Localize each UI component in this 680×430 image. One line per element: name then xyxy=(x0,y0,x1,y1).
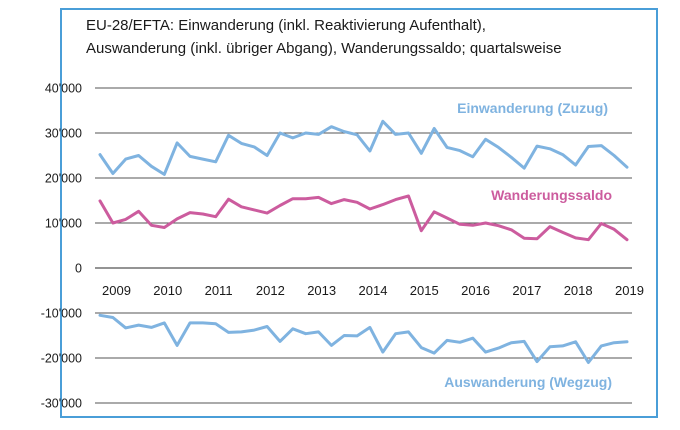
y-tick-label: 40'000 xyxy=(45,82,82,96)
y-tick-label: -10'000 xyxy=(41,307,82,321)
y-tick-label: 10'000 xyxy=(45,217,82,231)
y-axis-tick-labels: 40'000 30'000 20'000 10'000 0 -10'000 -20'000 -… xyxy=(41,82,82,411)
y-tick-label: -20'000 xyxy=(41,352,82,366)
series-label: Wanderungssaldo xyxy=(491,187,612,203)
series-line-einwanderung-zuzug xyxy=(98,119,629,176)
series-label: Auswanderung (Wegzug) xyxy=(444,374,612,390)
x-tick-label: 2016 xyxy=(461,283,490,298)
gridlines xyxy=(95,87,632,404)
chart-title-line-1: EU-28/EFTA: Einwanderung (inkl. Reaktivi… xyxy=(86,17,486,34)
chart-title-line-2: Auswanderung (inkl. übriger Abgang), Wan… xyxy=(86,40,562,57)
x-tick-label: 2010 xyxy=(153,283,182,298)
x-tick-label: 2019 xyxy=(615,283,644,298)
series-line-auswanderung-wegzug xyxy=(98,313,629,364)
x-tick-label: 2012 xyxy=(256,283,285,298)
y-tick-label: -30'000 xyxy=(41,397,82,411)
series-labels: Einwanderung (Zuzug) Wanderungssaldo Auswa… xyxy=(444,100,612,390)
chart-title: EU-28/EFTA: Einwanderung (inkl. Reaktivi… xyxy=(86,14,646,60)
x-tick-label: 2009 xyxy=(102,283,131,298)
y-tick-label: 30'000 xyxy=(45,127,82,141)
x-tick-label: 2013 xyxy=(307,283,336,298)
x-tick-label: 2017 xyxy=(512,283,541,298)
x-tick-label: 2014 xyxy=(359,283,388,298)
y-tick-label: 20'000 xyxy=(45,172,82,186)
x-axis-tick-labels: 2009 2010 2011 2012 2013 2014 2015 2016 2017 2018… xyxy=(102,283,644,298)
series-lines xyxy=(98,119,629,364)
y-tick-label: 0 xyxy=(75,262,82,276)
x-tick-label: 2018 xyxy=(564,283,593,298)
series-line-wanderungssaldo xyxy=(98,194,629,242)
x-tick-label: 2011 xyxy=(205,283,233,298)
x-tick-label: 2015 xyxy=(410,283,439,298)
series-label: Einwanderung (Zuzug) xyxy=(457,100,608,116)
chart-frame xyxy=(60,8,658,418)
